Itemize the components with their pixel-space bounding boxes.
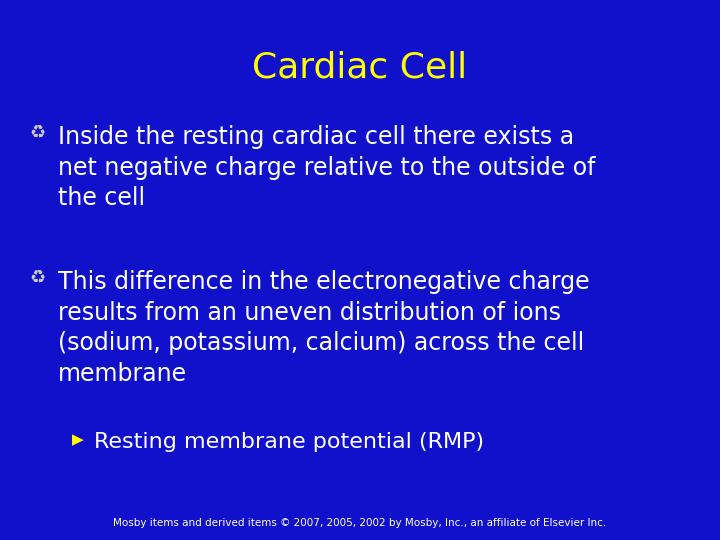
Text: Inside the resting cardiac cell there exists a
net negative charge relative to t: Inside the resting cardiac cell there ex… bbox=[58, 125, 595, 210]
Text: Resting membrane potential (RMP): Resting membrane potential (RMP) bbox=[94, 432, 484, 452]
Text: This difference in the electronegative charge
results from an uneven distributio: This difference in the electronegative c… bbox=[58, 270, 590, 386]
Text: Mosby items and derived items © 2007, 2005, 2002 by Mosby, Inc., an affiliate of: Mosby items and derived items © 2007, 20… bbox=[113, 518, 607, 528]
Text: ▶: ▶ bbox=[72, 432, 84, 447]
Text: Cardiac Cell: Cardiac Cell bbox=[253, 50, 467, 84]
Text: ♻: ♻ bbox=[30, 125, 46, 143]
Text: ♻: ♻ bbox=[30, 270, 46, 288]
